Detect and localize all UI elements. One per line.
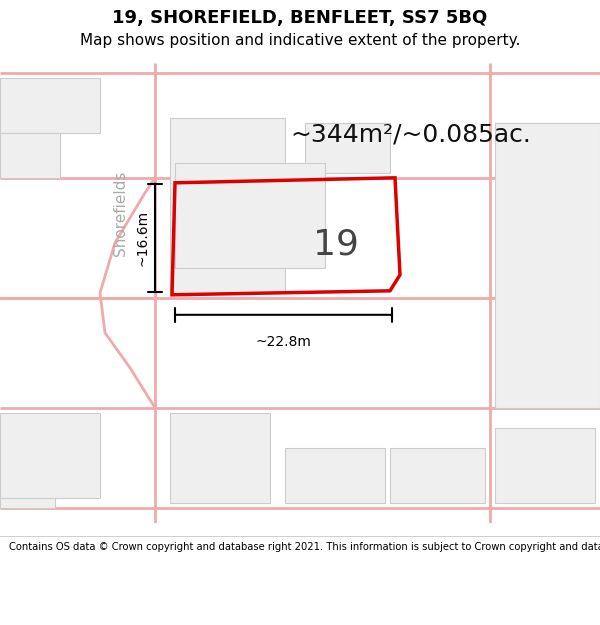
Text: ~344m²/~0.085ac.: ~344m²/~0.085ac.: [290, 122, 531, 147]
Bar: [170, 412, 270, 502]
Text: 19: 19: [313, 228, 359, 261]
Text: Map shows position and indicative extent of the property.: Map shows position and indicative extent…: [80, 33, 520, 48]
Bar: [390, 448, 485, 503]
Bar: [170, 118, 285, 292]
Bar: [0, 132, 60, 178]
Text: Shorefields: Shorefields: [113, 170, 128, 256]
Bar: [175, 162, 325, 268]
Bar: [495, 122, 600, 408]
Text: Contains OS data © Crown copyright and database right 2021. This information is : Contains OS data © Crown copyright and d…: [9, 542, 600, 552]
Text: 19, SHOREFIELD, BENFLEET, SS7 5BQ: 19, SHOREFIELD, BENFLEET, SS7 5BQ: [112, 9, 488, 28]
Bar: [495, 428, 595, 503]
Bar: [0, 498, 55, 508]
Bar: [285, 448, 385, 503]
Bar: [305, 122, 390, 172]
Text: ~16.6m: ~16.6m: [136, 210, 150, 266]
Text: ~22.8m: ~22.8m: [256, 335, 311, 349]
Bar: [0, 412, 100, 498]
Bar: [0, 78, 100, 132]
